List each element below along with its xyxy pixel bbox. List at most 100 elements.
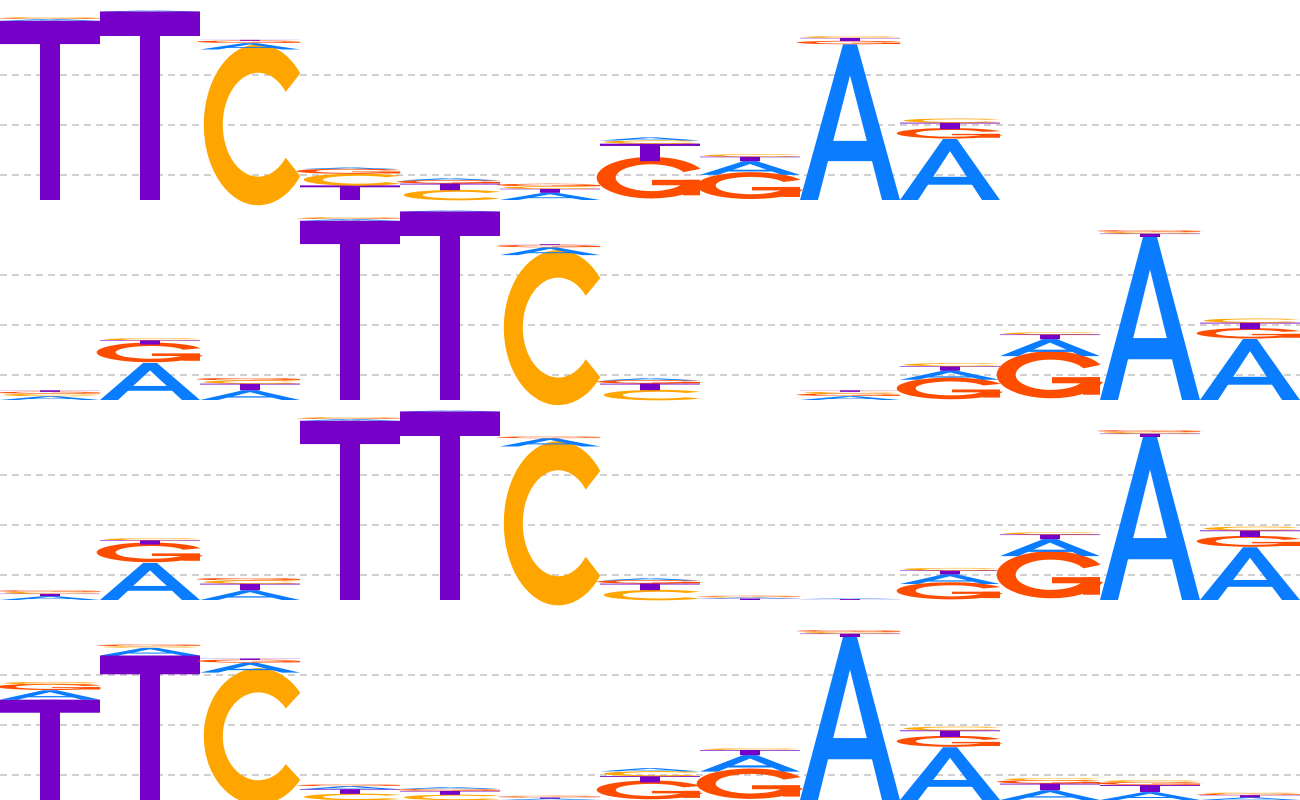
logo-column [1096,430,1204,600]
logo-column [0,17,104,200]
letter-A [400,210,500,212]
logo-column [1096,780,1204,800]
letter-T [400,211,500,400]
logo-column [396,787,504,800]
logo-column [396,178,504,201]
logo-column [1096,230,1204,400]
letter-A [1200,547,1300,600]
logo-column [1196,526,1300,600]
letter-G [296,217,404,219]
letter-T [400,411,500,600]
letter-T [400,790,500,795]
logo-column [296,217,404,400]
letter-G [396,788,504,791]
logo-column [96,538,204,600]
logo-column [496,795,604,800]
letter-A [800,44,900,200]
letter-G [196,659,304,663]
letter-C [1204,792,1300,794]
letter-G [596,580,704,584]
letter-T [900,122,1000,130]
logo-column [896,363,1004,400]
logo-column [96,644,204,800]
letter-G [996,551,1104,599]
letter-A [1100,437,1200,600]
letter-A [1100,792,1200,800]
letter-T [1100,433,1200,438]
letter-A [600,578,700,581]
letter-T [1200,322,1300,330]
letter-G [996,780,1104,784]
letter-G [196,40,304,43]
letter-G [1196,793,1300,796]
letter-C [304,217,401,219]
logo-column [896,726,1004,800]
letter-G [296,784,404,787]
logo-column [800,598,900,600]
logo-column [196,377,304,400]
letter-C [503,250,601,406]
letter-A [300,167,400,170]
letter-T [0,593,100,597]
logo-column [296,784,404,800]
letter-T [100,340,200,345]
letter-A [700,755,800,772]
letter-G [0,590,104,592]
logo-column [1196,792,1300,800]
letter-C [703,154,801,157]
letter-G [96,542,204,563]
letter-A [600,137,700,141]
letter-A [300,786,400,790]
letter-C [804,391,901,394]
letter-T [1000,783,1100,791]
letter-C [503,186,601,189]
letter-C [804,631,901,634]
letter-T [300,185,400,200]
logo-column [696,748,804,799]
letter-C [1104,431,1201,434]
letter-T [100,11,200,200]
letter-C [1203,526,1300,531]
letter-G [1096,230,1204,232]
letter-C [703,748,801,751]
letter-T [1200,795,1300,798]
letter-A [800,598,900,600]
letter-A [300,218,400,221]
letter-C [903,726,1001,731]
letter-C [604,389,701,401]
logo-column [100,10,200,200]
logo-column [96,338,204,400]
letter-G [96,342,204,363]
letter-G [796,630,904,632]
letter-A [100,647,200,656]
letter-C [904,363,1001,367]
letter-A [0,18,100,21]
letter-A [0,596,100,600]
logo-column [796,630,904,800]
logo-column [196,577,304,600]
letter-C [1004,332,1101,335]
letter-G [196,577,304,581]
letter-G [0,683,104,690]
letter-A [800,637,900,800]
letter-A [900,574,1000,584]
logo-column [400,410,500,600]
letter-C [1104,231,1201,234]
letter-G [596,156,704,199]
letter-G [396,180,504,184]
logo-column [596,768,704,800]
letter-T [700,598,800,600]
logo-column [400,210,500,400]
letter-T [600,383,700,391]
letter-C [304,417,401,419]
letter-T [500,188,600,193]
letter-G [1096,430,1204,432]
letter-G [1196,535,1300,547]
letter-T [1000,334,1100,340]
letter-T [300,220,400,400]
letter-T [200,583,300,591]
letter-A [200,43,300,50]
logo-column [696,154,804,199]
logo-column [496,244,604,406]
letter-T [800,390,900,392]
